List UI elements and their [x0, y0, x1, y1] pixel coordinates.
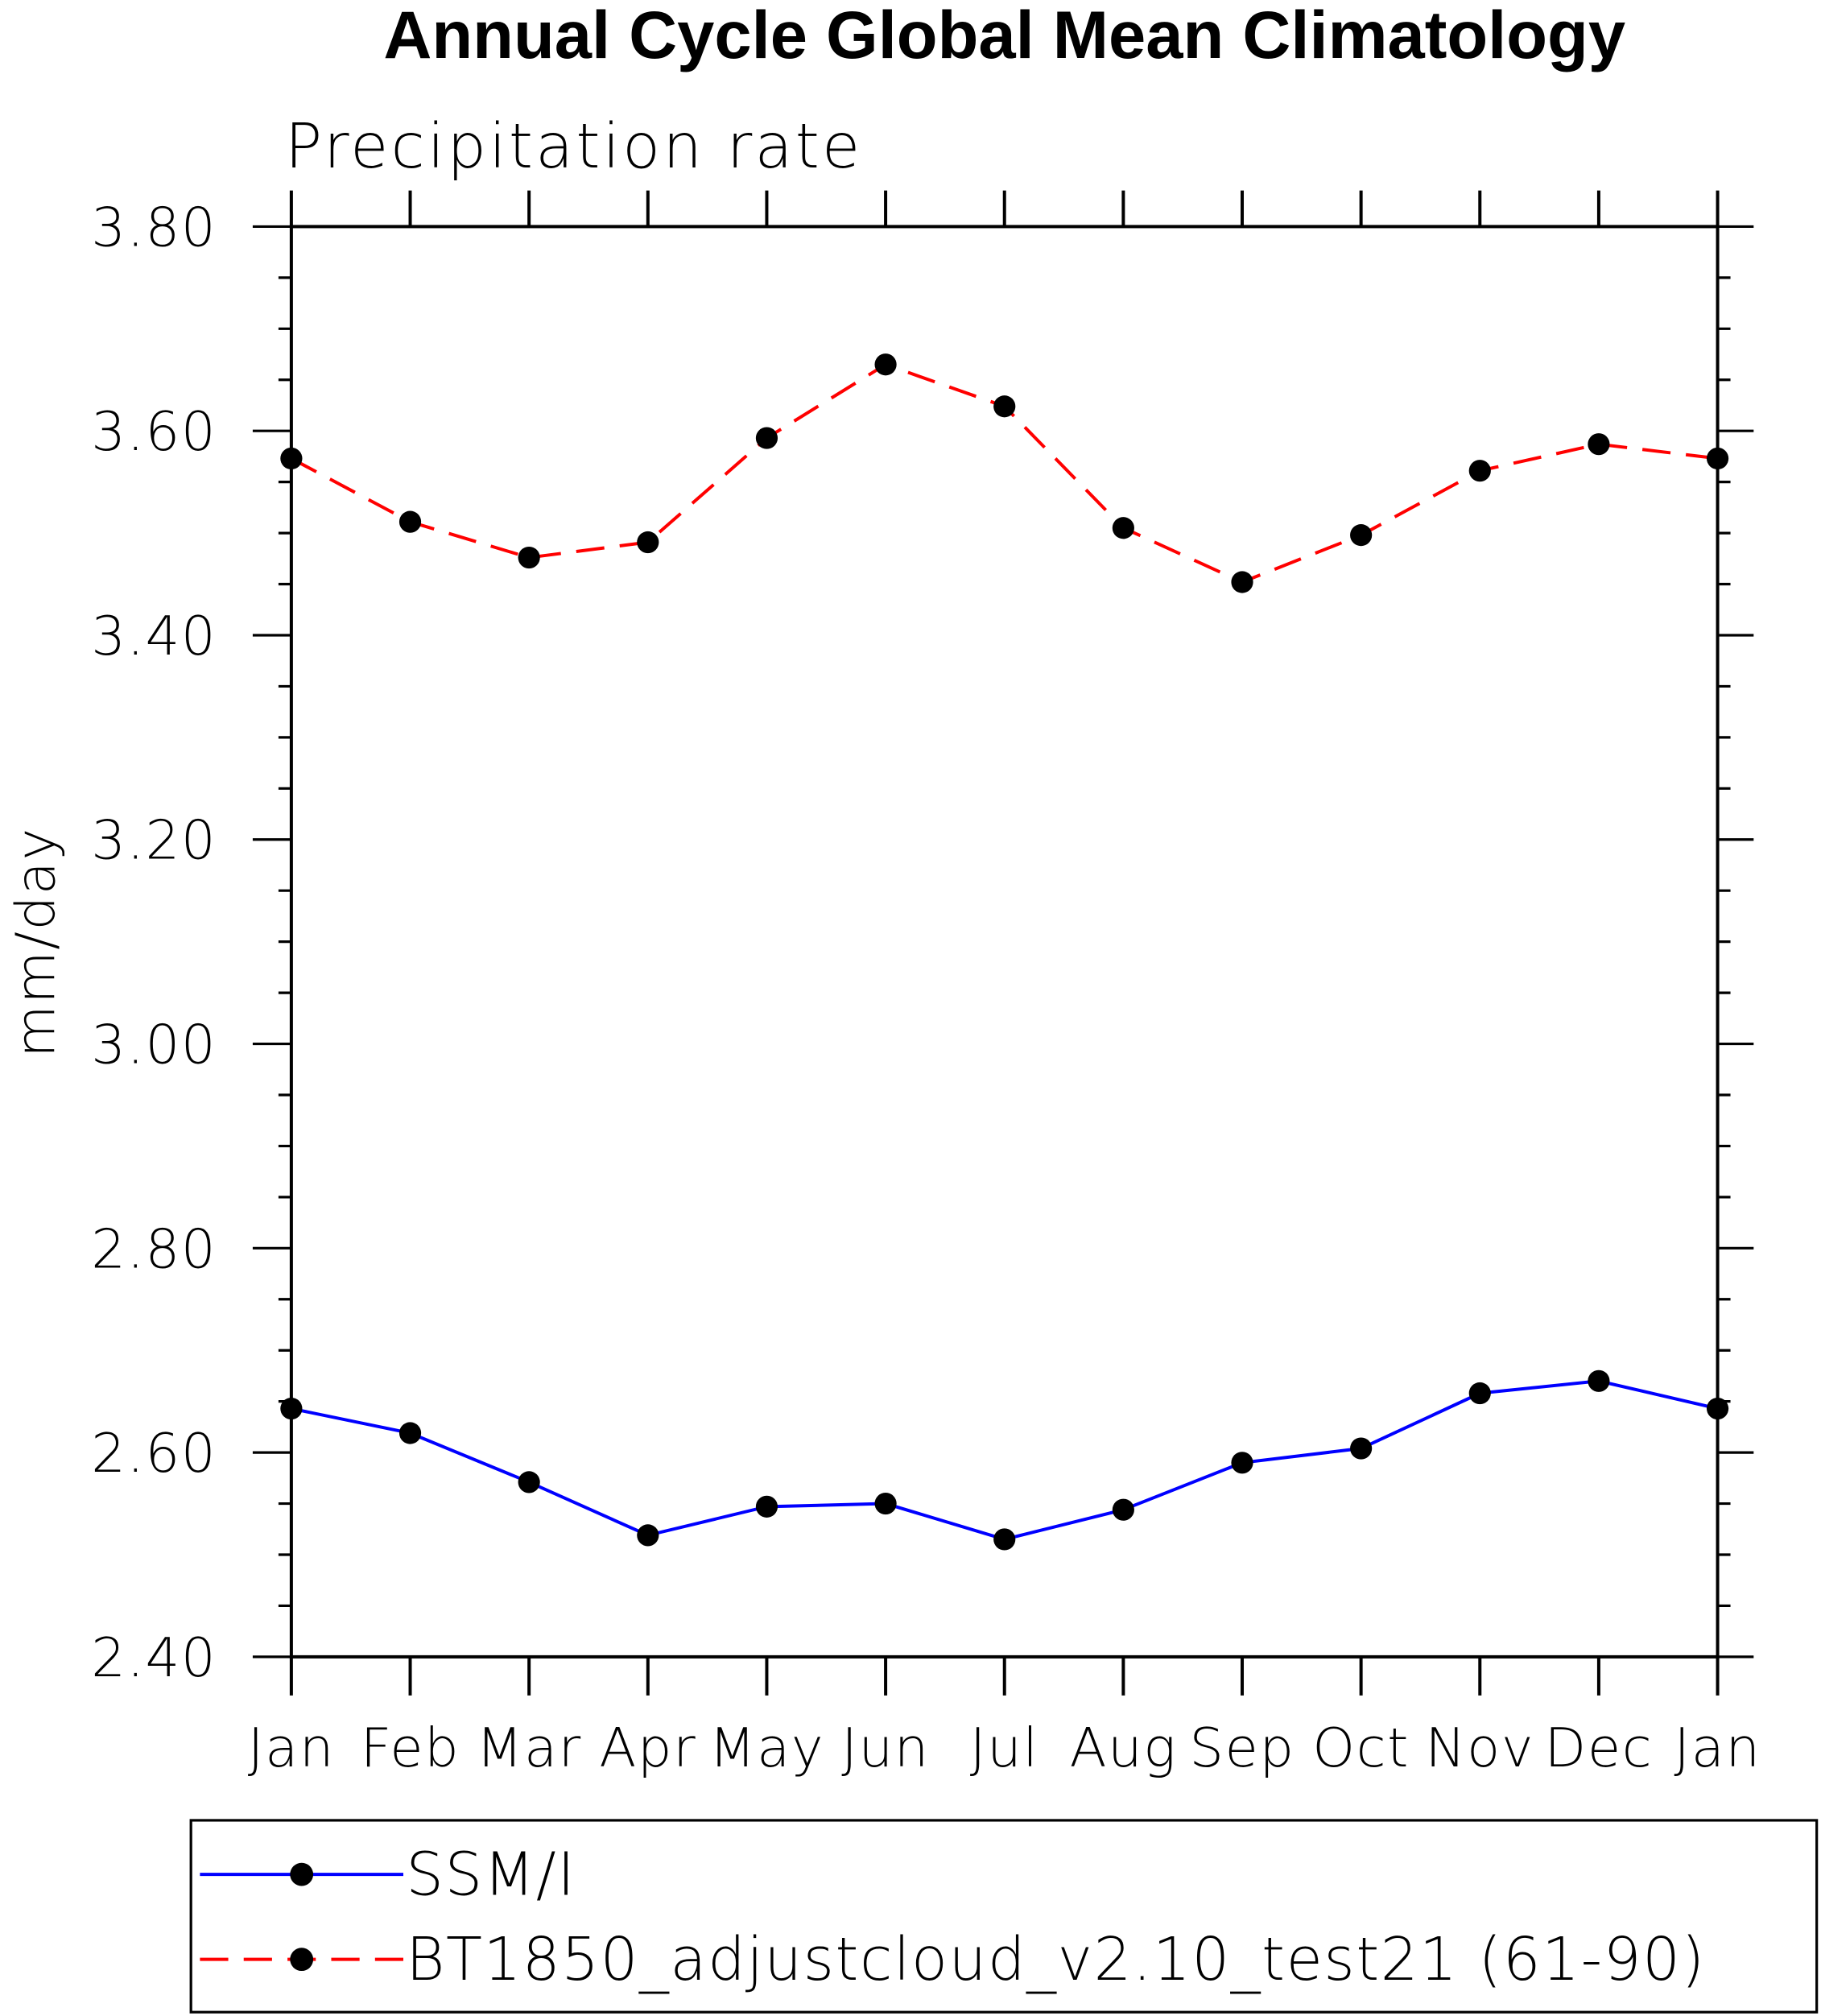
data-point-ssmi — [398, 1422, 422, 1444]
data-point-model — [755, 427, 778, 449]
y-tick-label: 3.80 — [91, 196, 217, 258]
data-point-ssmi — [1112, 1498, 1134, 1521]
x-tick-label: Aug — [1070, 1716, 1178, 1779]
x-tick-label: Nov — [1425, 1716, 1534, 1779]
y-tick-label: 2.80 — [91, 1217, 217, 1280]
data-point-ssmi — [1588, 1369, 1610, 1392]
x-tick-label: Apr — [599, 1716, 696, 1779]
y-tick-label: 2.40 — [91, 1626, 217, 1689]
data-point-model — [518, 546, 540, 569]
chart-title: Annual Cycle Global Mean Climatology — [383, 0, 1625, 72]
data-point-model — [1468, 460, 1491, 482]
x-tick-label: Mar — [476, 1716, 581, 1779]
y-tick-label: 3.20 — [91, 809, 217, 872]
data-point-model — [1706, 447, 1729, 470]
data-point-ssmi — [1706, 1397, 1729, 1420]
data-point-model — [398, 510, 422, 533]
data-point-model — [1112, 517, 1134, 539]
legend-label-model: BT1850_adjustcloud_v2.10_test21 (61-90) — [406, 1926, 1706, 1994]
y-axis-label: mm/day — [5, 827, 68, 1058]
y-tick-label: 3.00 — [91, 1014, 217, 1076]
legend: SSM/I BT1850_adjustcloud_v2.10_test21 (6… — [189, 1819, 1819, 2014]
plot-frame — [289, 225, 1720, 1659]
data-point-ssmi — [1231, 1452, 1253, 1474]
data-point-model — [637, 531, 659, 554]
legend-marker-ssmi — [290, 1862, 314, 1886]
y-tick-label: 2.60 — [91, 1422, 217, 1485]
y-tick-label: 3.60 — [91, 400, 217, 463]
data-point-ssmi — [755, 1495, 778, 1518]
data-point-ssmi — [1350, 1437, 1373, 1460]
series-line-ssmi — [291, 1379, 1719, 1542]
x-tick-label: Jan — [1674, 1716, 1761, 1779]
data-point-ssmi — [280, 1397, 303, 1420]
legend-marker-model — [290, 1948, 314, 1972]
data-point-model — [1231, 571, 1253, 593]
data-point-ssmi — [637, 1524, 659, 1547]
chart-subtitle: Precipitation rate — [285, 111, 863, 183]
data-point-ssmi — [518, 1471, 540, 1493]
data-point-ssmi — [1468, 1382, 1491, 1405]
x-tick-label: Sep — [1189, 1716, 1295, 1779]
x-tick-label: May — [709, 1716, 825, 1779]
data-point-model — [874, 353, 897, 376]
data-point-model — [1350, 524, 1373, 547]
data-point-ssmi — [993, 1528, 1016, 1551]
data-point-model — [993, 395, 1016, 418]
y-tick-label: 3.40 — [91, 605, 217, 667]
data-point-model — [280, 447, 303, 470]
x-tick-label: Oct — [1312, 1716, 1410, 1779]
x-tick-label: Jan — [248, 1716, 335, 1779]
legend-box — [189, 1819, 1819, 2014]
x-tick-label: Jul — [970, 1716, 1039, 1779]
x-tick-label: Jun — [841, 1716, 930, 1779]
x-tick-label: Feb — [361, 1716, 460, 1779]
data-point-ssmi — [874, 1492, 897, 1515]
legend-label-ssmi: SSM/I — [406, 1841, 576, 1910]
data-point-model — [1588, 433, 1610, 456]
x-tick-label: Dec — [1545, 1716, 1654, 1779]
